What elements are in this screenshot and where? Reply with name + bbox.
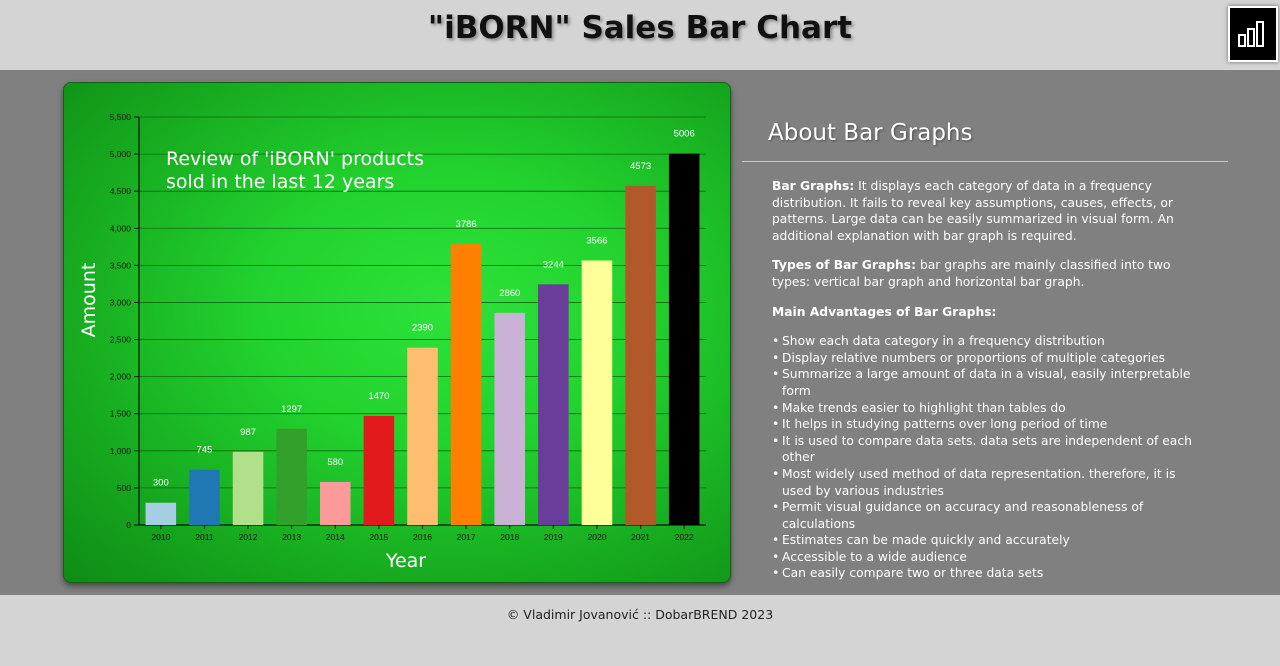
x-tick-label: 2015 (369, 532, 388, 542)
data-label: 580 (327, 457, 343, 468)
x-tick-label: 2011 (195, 532, 214, 542)
bar-graphs-text: It displays each category of data in a f… (772, 179, 1174, 243)
data-label: 1470 (368, 391, 389, 402)
list-item: Permit visual guidance on accuracy and r… (772, 499, 1202, 532)
data-label: 3566 (586, 235, 607, 246)
data-label: 4573 (630, 161, 651, 172)
bar-2010 (145, 502, 177, 525)
data-label: 300 (153, 478, 169, 489)
about-panel: About Bar Graphs Bar Graphs: It displays… (742, 70, 1230, 595)
bar-graphs-paragraph: Bar Graphs: It displays each category of… (772, 178, 1202, 244)
list-item: Estimates can be made quickly and accura… (772, 532, 1202, 549)
bar-2017 (450, 244, 482, 525)
bar-2016 (407, 347, 438, 525)
about-heading: About Bar Graphs (768, 120, 973, 146)
y-tick-label: 1,000 (110, 446, 132, 456)
y-tick-label: 3,500 (110, 260, 132, 270)
x-tick-label: 2019 (544, 532, 563, 542)
bar-2014 (320, 481, 351, 525)
bar-2013 (276, 428, 307, 525)
types-text: bar graphs are mainly classified into tw… (772, 258, 1171, 289)
list-item: Accessible to a wide audience (772, 549, 1202, 566)
x-tick-label: 2017 (457, 532, 476, 542)
advantages-list: Show each data category in a frequency d… (772, 333, 1202, 582)
types-label: Types of Bar Graphs: (772, 258, 917, 273)
bar-2015 (363, 415, 395, 525)
bar-2021 (625, 185, 656, 525)
y-tick-label: 3,000 (110, 297, 132, 307)
list-item: Show each data category in a frequency d… (772, 333, 1202, 350)
chart-title-line: Review of 'iBORN' products (166, 148, 424, 170)
chart-card: 0 500 1,000 1,500 2,000 2,500 3,000 3,500 4,000 4… (63, 82, 731, 583)
list-item: Most widely used method of data represen… (772, 466, 1202, 499)
list-item: Make trends easier to highlight than tab… (772, 400, 1202, 417)
bar-2022 (668, 153, 700, 525)
y-tick-label: 2,000 (110, 372, 132, 382)
list-item: Can easily compare two or three data set… (772, 565, 1202, 582)
advantages-heading-paragraph: Main Advantages of Bar Graphs: (772, 304, 1202, 321)
x-axis-label: Year (385, 550, 426, 572)
x-tick-label: 2013 (282, 532, 301, 542)
list-item: Display relative numbers or proportions … (772, 350, 1202, 367)
bar-2019 (538, 284, 569, 525)
x-tick-label: 2014 (326, 532, 345, 542)
bar-2020 (581, 260, 613, 525)
y-tick-label: 5,500 (110, 112, 132, 122)
y-tick-label: 0 (126, 520, 131, 530)
data-label: 987 (240, 427, 256, 438)
bar-graphs-label: Bar Graphs: (772, 179, 855, 193)
y-tick-label: 1,500 (110, 409, 132, 419)
x-tick-label: 2020 (588, 532, 607, 542)
chart-title-line: sold in the last 12 years (166, 171, 394, 193)
list-item: Summarize a large amount of data in a vi… (772, 366, 1202, 399)
data-label: 5006 (674, 129, 695, 140)
y-tick-label: 4,500 (110, 186, 132, 196)
main-area: 0 500 1,000 1,500 2,000 2,500 3,000 3,500 4,000 4… (0, 70, 1280, 595)
y-axis-label: Amount (78, 263, 100, 338)
x-tick-label: 2012 (239, 532, 258, 542)
data-label: 2860 (499, 288, 520, 299)
y-tick-label: 4,000 (110, 223, 132, 233)
y-tick-label: 500 (117, 483, 131, 493)
list-item: It helps in studying patterns over long … (772, 416, 1202, 433)
x-tick-label: 2021 (631, 532, 650, 542)
bar-2011 (189, 469, 220, 525)
y-tick-label: 2,500 (110, 335, 132, 345)
x-tick-label: 2010 (151, 532, 170, 542)
data-label: 3244 (543, 259, 564, 270)
bar-2012 (232, 451, 264, 525)
data-label: 1297 (281, 404, 302, 415)
y-tick-label: 5,000 (110, 149, 132, 159)
page-title: "iBORN" Sales Bar Chart (427, 10, 853, 46)
bar-chart-logo-icon[interactable] (1228, 6, 1278, 62)
data-label: 2390 (412, 323, 433, 334)
data-label: 745 (196, 445, 212, 456)
bar-2018 (494, 312, 525, 525)
header: "iBORN" Sales Bar Chart (0, 0, 1280, 70)
copyright-text: © Vladimir Jovanović :: DobarBREND 2023 (506, 607, 774, 622)
advantages-label: Main Advantages of Bar Graphs: (772, 304, 997, 319)
footer: © Vladimir Jovanović :: DobarBREND 2023 (0, 595, 1280, 666)
x-tick-label: 2022 (675, 532, 694, 542)
about-text: Bar Graphs: It displays each category of… (772, 178, 1202, 582)
x-tick-label: 2016 (413, 532, 432, 542)
types-paragraph: Types of Bar Graphs: bar graphs are main… (772, 257, 1202, 290)
x-tick-label: 2018 (500, 532, 519, 542)
divider (742, 161, 1228, 162)
data-label: 3786 (456, 219, 477, 230)
list-item: It is used to compare data sets. data se… (772, 433, 1202, 466)
bar-chart: 0 500 1,000 1,500 2,000 2,500 3,000 3,500 4,000 4… (78, 112, 706, 572)
